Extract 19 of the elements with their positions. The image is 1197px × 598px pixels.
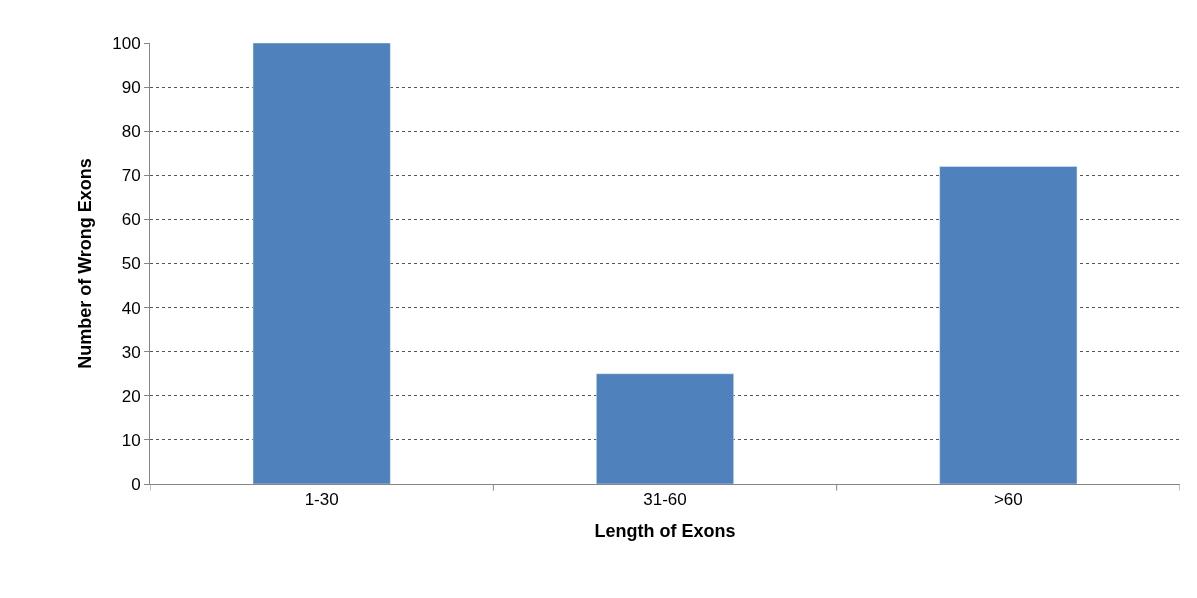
y-tick-label: 50 [121, 254, 141, 274]
x-axis-title: Length of Exons [594, 520, 736, 541]
bar [596, 373, 734, 484]
x-tick-label: 1-30 [304, 490, 339, 510]
y-tick-label: 10 [121, 430, 141, 450]
y-tick-label: 20 [121, 386, 141, 406]
bar [939, 166, 1078, 484]
x-tick-label: 31-60 [643, 490, 687, 510]
bar [252, 43, 391, 484]
y-tick-label: 0 [131, 474, 141, 494]
y-tick-label: 70 [121, 166, 141, 186]
y-tick-label: 80 [121, 122, 141, 142]
x-tick-label: >60 [993, 490, 1023, 510]
y-tick-label: 90 [121, 78, 141, 98]
y-tick-label: 30 [121, 342, 141, 362]
y-axis-title: Number of Wrong Exons [75, 158, 96, 369]
y-tick-label: 60 [121, 210, 141, 230]
y-tick-label: 100 [112, 33, 141, 53]
y-tick-label: 40 [121, 298, 141, 318]
